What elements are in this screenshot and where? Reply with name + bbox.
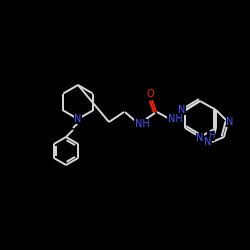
- Text: N: N: [74, 114, 82, 124]
- Text: O: O: [146, 89, 154, 99]
- Text: N: N: [204, 137, 212, 147]
- Text: NH: NH: [168, 114, 182, 124]
- Text: NH: NH: [134, 119, 150, 129]
- Text: N: N: [196, 133, 204, 143]
- Text: H: H: [208, 132, 214, 140]
- Text: N: N: [226, 117, 234, 127]
- Text: N: N: [178, 105, 186, 115]
